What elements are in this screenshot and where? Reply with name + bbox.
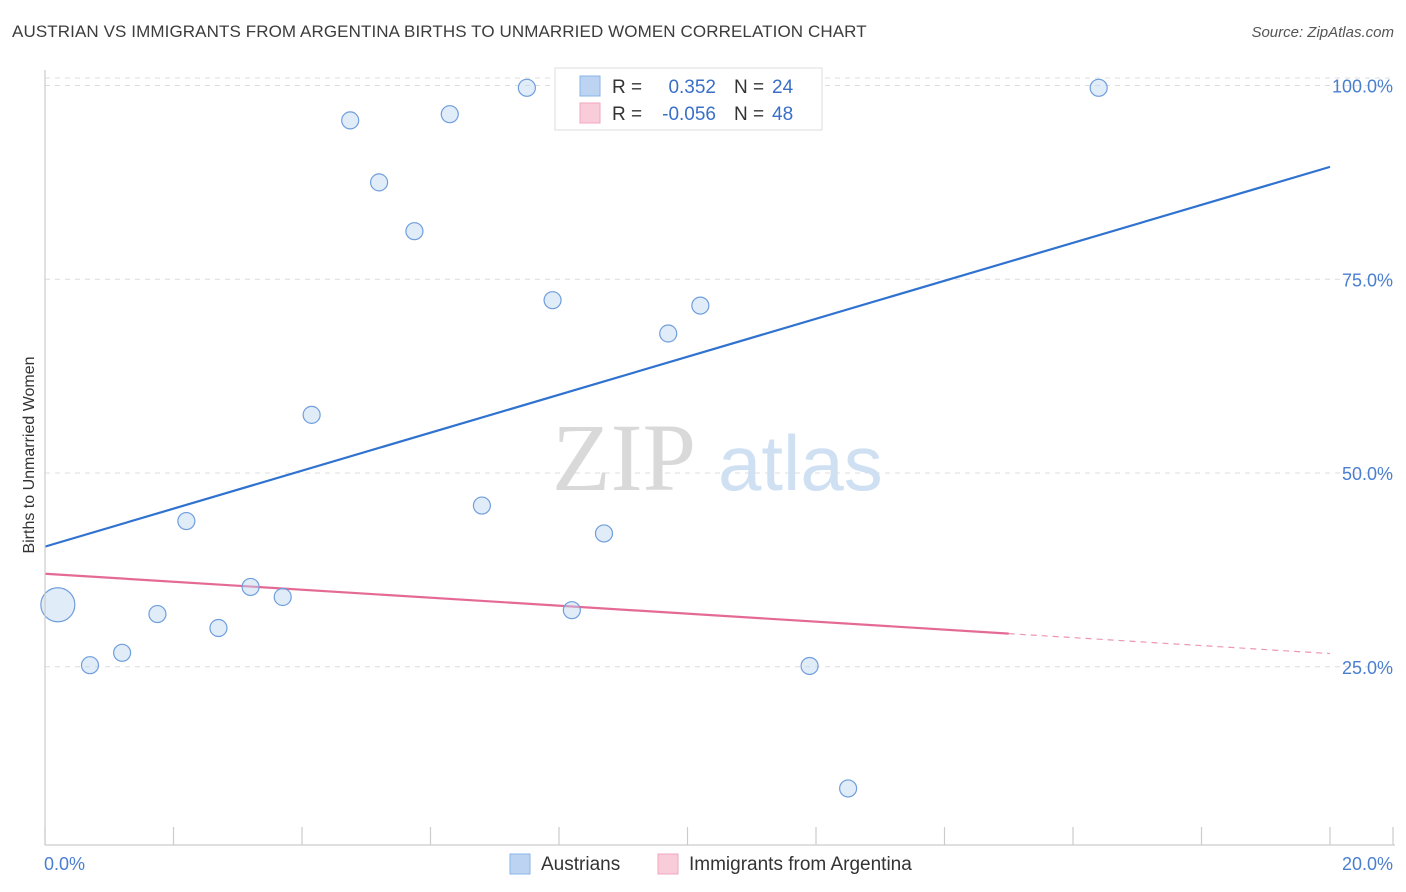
- legend-r-value-2: -0.056: [662, 104, 716, 125]
- trend-lines: [44, 165, 1331, 655]
- data-point: [440, 105, 459, 124]
- trend-line: [44, 165, 1331, 548]
- legend-swatch-argentina: [579, 102, 601, 124]
- legend-r-value-1: 0.352: [668, 77, 716, 98]
- y-tick-label: 75.0%: [1342, 270, 1393, 290]
- trend-line-extension: [1008, 633, 1331, 655]
- data-point: [148, 604, 167, 624]
- data-point: [800, 656, 819, 676]
- data-point: [370, 173, 389, 192]
- data-point: [80, 656, 100, 675]
- y-tick-label: 100.0%: [1332, 77, 1393, 97]
- x-tick-label: 20.0%: [1342, 854, 1393, 874]
- legend-n-label-1: N =: [734, 77, 764, 98]
- y-tick-label: 50.0%: [1342, 464, 1393, 484]
- data-point: [241, 577, 260, 597]
- trend-line: [44, 572, 1009, 635]
- data-point: [209, 618, 228, 638]
- legend-n-value-2: 48: [772, 104, 793, 125]
- data-point: [1089, 78, 1108, 97]
- watermark-atlas: atlas: [718, 419, 883, 507]
- data-point: [562, 601, 581, 620]
- legend-n-value-1: 24: [772, 77, 794, 98]
- data-point: [659, 324, 678, 343]
- bottom-legend-swatch-austrians: [509, 853, 531, 875]
- tick-labels: 25.0% 50.0% 75.0% 100.0% 0.0% 20.0%: [44, 77, 1393, 875]
- data-point: [543, 291, 562, 310]
- series-austrians: [40, 78, 1108, 798]
- legend-n-label-2: N =: [734, 104, 764, 125]
- series-legend: Austrians Immigrants from Argentina: [509, 853, 912, 875]
- bottom-legend-argentina: Immigrants from Argentina: [689, 854, 912, 875]
- legend-r-label-1: R =: [612, 77, 642, 98]
- data-point: [405, 222, 424, 241]
- chart-title: AUSTRIAN VS IMMIGRANTS FROM ARGENTINA BI…: [12, 22, 867, 41]
- axes: [44, 70, 1395, 846]
- data-point: [40, 587, 76, 623]
- y-tick-label: 25.0%: [1342, 658, 1393, 678]
- legend-r-label-2: R =: [612, 104, 642, 125]
- data-point: [302, 405, 321, 424]
- bottom-legend-swatch-argentina: [657, 853, 679, 875]
- source-label: Source: ZipAtlas.com: [1251, 24, 1394, 41]
- x-tick-label: 0.0%: [44, 854, 85, 874]
- data-point: [472, 496, 491, 515]
- watermark: ZIP atlas: [552, 404, 883, 511]
- legend-swatch-austrians: [579, 75, 601, 97]
- data-point: [594, 524, 614, 543]
- data-point: [273, 587, 292, 607]
- data-point: [691, 296, 710, 315]
- watermark-zip: ZIP: [552, 404, 696, 511]
- stats-legend: R = 0.352 N = 24 R = -0.056 N = 48: [554, 67, 823, 131]
- y-axis-label: Births to Unmarried Women: [21, 356, 38, 553]
- data-point: [839, 779, 858, 798]
- data-point: [112, 643, 132, 662]
- data-point: [341, 111, 360, 130]
- data-point: [517, 78, 536, 97]
- bottom-legend-austrians: Austrians: [541, 854, 620, 875]
- data-point: [177, 511, 196, 531]
